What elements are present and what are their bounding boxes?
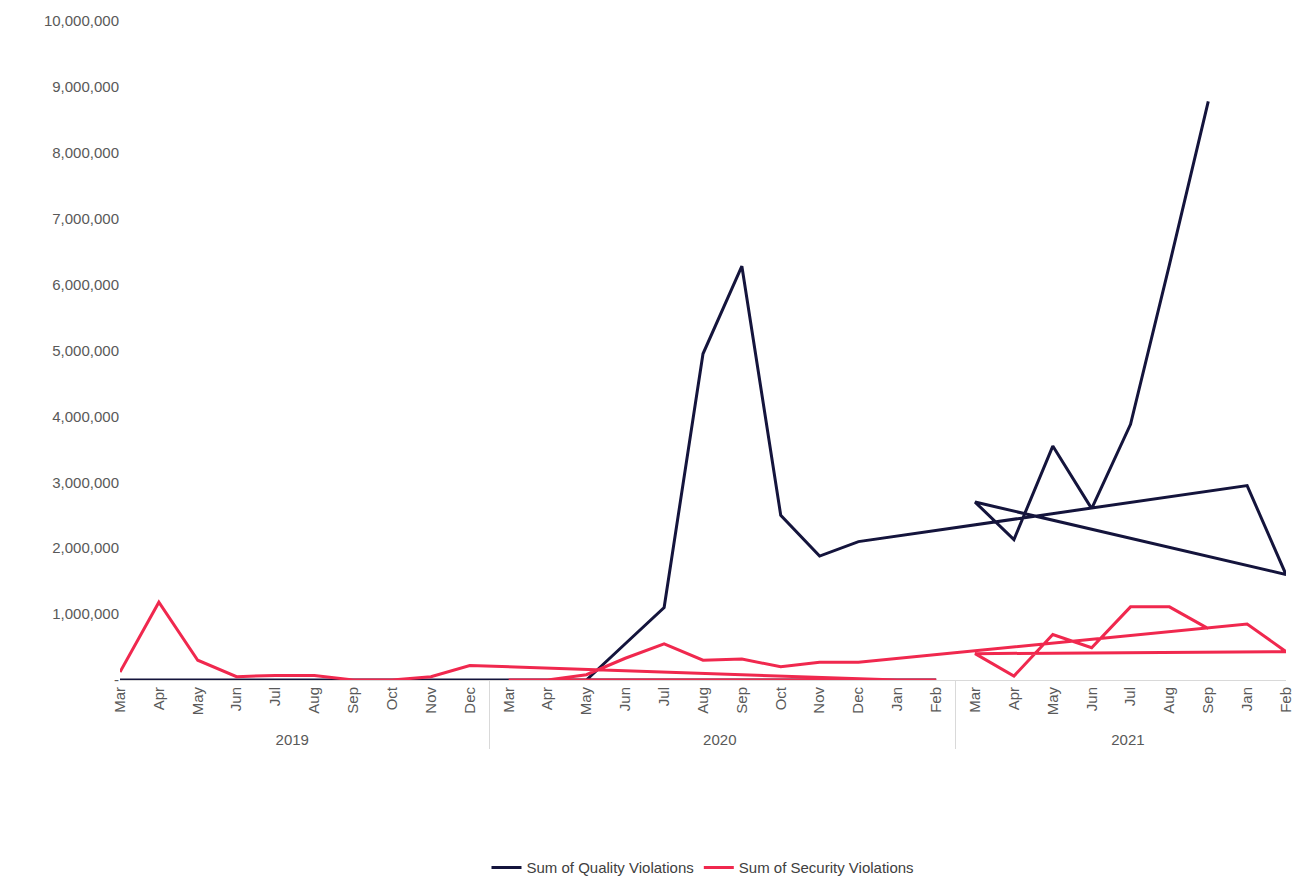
svg-text:Mar: Mar — [500, 687, 517, 713]
svg-text:2021: 2021 — [1111, 731, 1144, 748]
svg-text:2020: 2020 — [703, 731, 736, 748]
svg-text:2,000,000: 2,000,000 — [52, 539, 119, 556]
svg-text:Aug: Aug — [694, 687, 711, 714]
svg-text:Sum of Quality Violations: Sum of Quality Violations — [527, 859, 694, 876]
svg-text:7,000,000: 7,000,000 — [52, 210, 119, 227]
svg-text:May: May — [577, 687, 594, 716]
svg-text:Dec: Dec — [461, 687, 478, 714]
svg-text:May: May — [1044, 687, 1061, 716]
svg-text:Jan: Jan — [1238, 687, 1255, 711]
svg-text:Jun: Jun — [227, 687, 244, 711]
svg-text:-: - — [114, 671, 119, 688]
svg-text:Jun: Jun — [616, 687, 633, 711]
svg-text:3,000,000: 3,000,000 — [52, 474, 119, 491]
svg-text:May: May — [189, 687, 206, 716]
svg-text:Oct: Oct — [383, 686, 400, 710]
svg-text:Apr: Apr — [1005, 687, 1022, 710]
svg-text:Nov: Nov — [422, 687, 439, 714]
svg-text:Dec: Dec — [849, 687, 866, 714]
svg-text:5,000,000: 5,000,000 — [52, 342, 119, 359]
svg-text:9,000,000: 9,000,000 — [52, 78, 119, 95]
svg-text:Feb: Feb — [1277, 687, 1294, 713]
svg-text:2019: 2019 — [276, 731, 309, 748]
svg-text:10,000,000: 10,000,000 — [44, 12, 119, 29]
svg-text:8,000,000: 8,000,000 — [52, 144, 119, 161]
svg-text:Mar: Mar — [111, 687, 128, 713]
svg-text:Jun: Jun — [1083, 687, 1100, 711]
svg-text:Apr: Apr — [150, 687, 167, 710]
svg-text:Aug: Aug — [305, 687, 322, 714]
svg-text:Sep: Sep — [344, 687, 361, 714]
svg-text:Jul: Jul — [266, 687, 283, 706]
svg-text:6,000,000: 6,000,000 — [52, 276, 119, 293]
svg-text:Feb: Feb — [927, 687, 944, 713]
svg-text:Sum of Security Violations: Sum of Security Violations — [739, 859, 914, 876]
svg-text:Oct: Oct — [772, 686, 789, 710]
svg-text:4,000,000: 4,000,000 — [52, 408, 119, 425]
svg-text:Aug: Aug — [1160, 687, 1177, 714]
svg-text:Jul: Jul — [655, 687, 672, 706]
svg-text:Jul: Jul — [1121, 687, 1138, 706]
svg-text:Jan: Jan — [888, 687, 905, 711]
svg-text:1,000,000: 1,000,000 — [52, 605, 119, 622]
svg-text:Nov: Nov — [810, 687, 827, 714]
svg-text:Apr: Apr — [538, 687, 555, 710]
svg-text:Mar: Mar — [966, 687, 983, 713]
svg-text:Sep: Sep — [733, 687, 750, 714]
svg-text:Sep: Sep — [1199, 687, 1216, 714]
